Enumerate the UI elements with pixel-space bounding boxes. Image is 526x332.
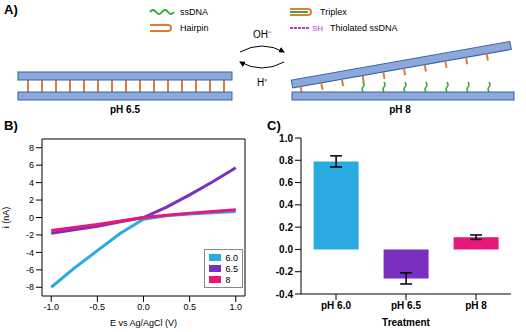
svg-text:0.0: 0.0 [279,244,293,255]
svg-text:-2: -2 [26,230,34,240]
svg-text:-8: -8 [26,282,34,292]
svg-text:0.6: 0.6 [279,177,293,188]
svg-text:OH⁻: OH⁻ [253,29,272,40]
svg-text:8: 8 [29,143,34,153]
svg-text:Hairpin: Hairpin [180,23,209,33]
svg-text:-1.0: -1.0 [43,302,59,312]
svg-text:4: 4 [29,178,34,188]
svg-text:pH 6.0: pH 6.0 [321,300,351,311]
svg-text:H⁺: H⁺ [257,77,268,88]
svg-text:-4: -4 [26,248,34,258]
svg-text:Treatment: Treatment [382,317,430,328]
svg-text:0.5: 0.5 [183,302,196,312]
svg-text:-0.2: -0.2 [276,266,294,277]
svg-text:0.4: 0.4 [279,199,293,210]
svg-text:pH 8: pH 8 [465,300,487,311]
svg-text:E vs Ag/AgCl (V): E vs Ag/AgCl (V) [110,318,177,328]
svg-text:SH: SH [312,24,323,33]
svg-text:2: 2 [29,195,34,205]
svg-text:pH 8: pH 8 [389,104,411,115]
svg-text:0.2: 0.2 [279,222,293,233]
svg-text:i (nA): i (nA) [1,207,11,229]
svg-text:-6: -6 [26,265,34,275]
svg-text:pH 6.5: pH 6.5 [391,300,421,311]
svg-text:Thiolated ssDNA: Thiolated ssDNA [330,23,398,33]
svg-text:1.0: 1.0 [230,302,243,312]
html-text:B): B) [4,118,18,133]
svg-text:6: 6 [29,160,34,170]
html-text:6.5: 6.5 [225,263,238,274]
svg-text:-0.4: -0.4 [276,289,294,300]
svg-text:0.0: 0.0 [137,302,150,312]
svg-text:Triplex: Triplex [320,7,347,17]
svg-text:1.0: 1.0 [279,133,293,144]
html-text:8: 8 [225,274,231,285]
html-text:C): C) [267,118,281,133]
svg-text:A): A) [4,2,18,17]
svg-text:pH 6.5: pH 6.5 [110,104,140,115]
svg-text:-0.5: -0.5 [90,302,106,312]
html-text:6.0: 6.0 [225,252,238,263]
svg-text:0.8: 0.8 [279,155,293,166]
svg-text:ssDNA: ssDNA [180,7,208,17]
svg-text:0: 0 [29,213,34,223]
